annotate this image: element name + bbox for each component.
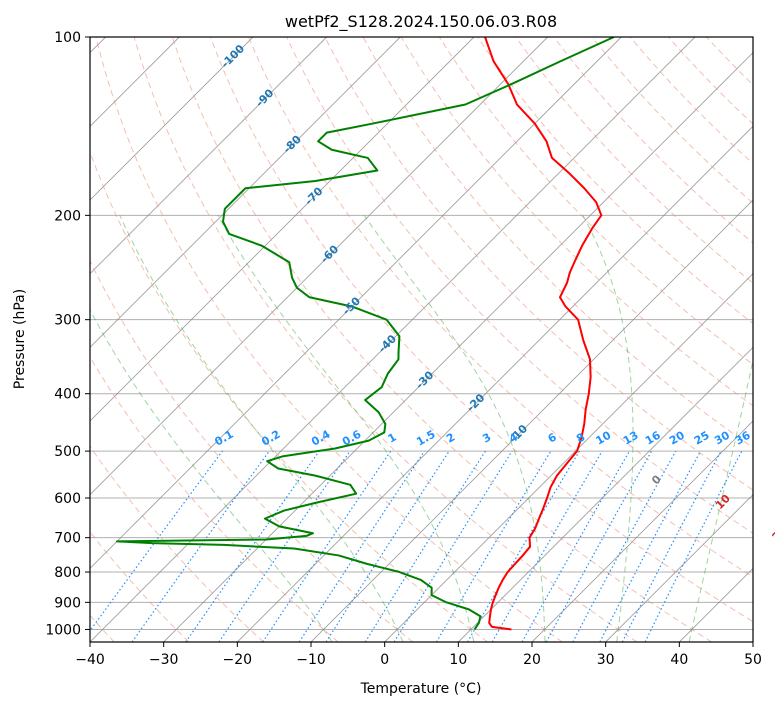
dry-adiabat-line (591, 37, 753, 204)
x-tick-label: −10 (296, 652, 326, 668)
x-tick-label: 50 (744, 652, 762, 668)
y-tick-label: 100 (54, 30, 81, 46)
dry-adiabat-line (324, 37, 753, 491)
moist-adiabat-line (217, 215, 475, 642)
isotherm-line (531, 420, 753, 642)
isotherm-line (458, 346, 753, 642)
x-axis-title: Temperature (°C) (360, 681, 482, 697)
dry-adiabat-line (171, 37, 712, 642)
mixing-ratio-line (545, 450, 653, 642)
dewpoint-line (116, 37, 615, 631)
dry-adiabat-line (515, 37, 753, 284)
y-tick-label: 200 (54, 208, 81, 224)
moist-adiabat-line (582, 215, 634, 642)
mixing-ratio-line (131, 450, 270, 642)
isotherm-line (90, 37, 475, 422)
x-tick-label: −20 (223, 652, 253, 668)
dry-adiabat-line (248, 37, 753, 578)
y-tick-label: 1000 (45, 622, 81, 638)
dry-adiabat-line (400, 37, 753, 407)
x-axis-ticks: −40 −30 −20 −10 0 10 20 30 40 50 (75, 642, 762, 668)
y-tick-label: 300 (54, 313, 81, 329)
x-tick-label: −30 (149, 652, 179, 668)
y-tick-label: 900 (54, 595, 81, 611)
moist-adiabat-label: 20 (770, 523, 775, 543)
y-tick-label: 600 (54, 491, 81, 507)
plot-area (90, 37, 753, 642)
moist-adiabat-lines (90, 215, 753, 642)
mixing-ratio-line (364, 450, 486, 642)
x-tick-label: 20 (523, 652, 541, 668)
sounding-profiles (116, 37, 615, 631)
y-tick-label: 800 (54, 565, 81, 581)
x-tick-label: −40 (75, 652, 105, 668)
isotherm-line (384, 273, 753, 642)
x-tick-label: 30 (597, 652, 615, 668)
isotherm-line (90, 37, 254, 201)
isotherm-line (237, 125, 753, 642)
chart-title: wetPf2_S128.2024.150.06.03.R08 (285, 12, 557, 32)
dry-adiabat-line (95, 37, 563, 642)
x-tick-label: 0 (380, 652, 389, 668)
mixing-ratio-line (466, 450, 580, 642)
dry-adiabat-line (629, 37, 753, 165)
pressure-gridlines (90, 37, 753, 630)
y-tick-label: 700 (54, 531, 81, 547)
dry-adiabat-line (133, 37, 638, 642)
mixing-ratio-line (90, 450, 223, 632)
isotherm-line (90, 37, 327, 275)
moist-adiabat-line (688, 357, 753, 642)
dry-adiabat-line (90, 259, 414, 642)
y-axis-title: Pressure (hPa) (12, 289, 28, 389)
y-axis-ticks: 100 200 300 400 500 600 700 800 900 1000 (45, 30, 90, 638)
plot-frame (89, 36, 754, 643)
mixing-ratio-line (325, 450, 450, 642)
isotherm-line (90, 37, 401, 348)
mixing-ratio-line (491, 450, 603, 642)
mixing-ratio-line (393, 450, 513, 642)
mixing-ratio-line (521, 450, 631, 642)
y-tick-label: 400 (54, 387, 81, 403)
moist-adiabat-line (119, 215, 404, 642)
mixing-ratio-line (218, 450, 351, 642)
dry-adiabat-line (477, 37, 753, 325)
temperature-line (484, 37, 603, 631)
y-tick-label: 500 (54, 444, 81, 460)
moist-adiabat-line (90, 308, 333, 642)
isotherm-line (605, 494, 753, 642)
dry-adiabat-line (362, 37, 753, 449)
mixing-ratio-line (572, 450, 677, 642)
x-tick-label: 10 (449, 652, 467, 668)
isotherm-line (163, 52, 753, 642)
mixing-ratio-line (435, 450, 552, 642)
isotherm-line (90, 37, 548, 496)
x-tick-label: 40 (670, 652, 688, 668)
